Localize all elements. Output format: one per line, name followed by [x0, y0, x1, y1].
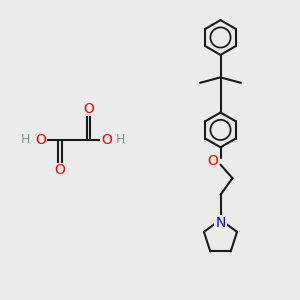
Text: O: O	[55, 164, 65, 177]
Text: N: N	[215, 216, 226, 230]
Text: O: O	[101, 133, 112, 146]
Text: O: O	[35, 133, 46, 146]
Text: O: O	[208, 154, 218, 167]
Text: O: O	[83, 102, 94, 116]
Text: H: H	[21, 133, 30, 146]
Text: H: H	[116, 133, 126, 146]
